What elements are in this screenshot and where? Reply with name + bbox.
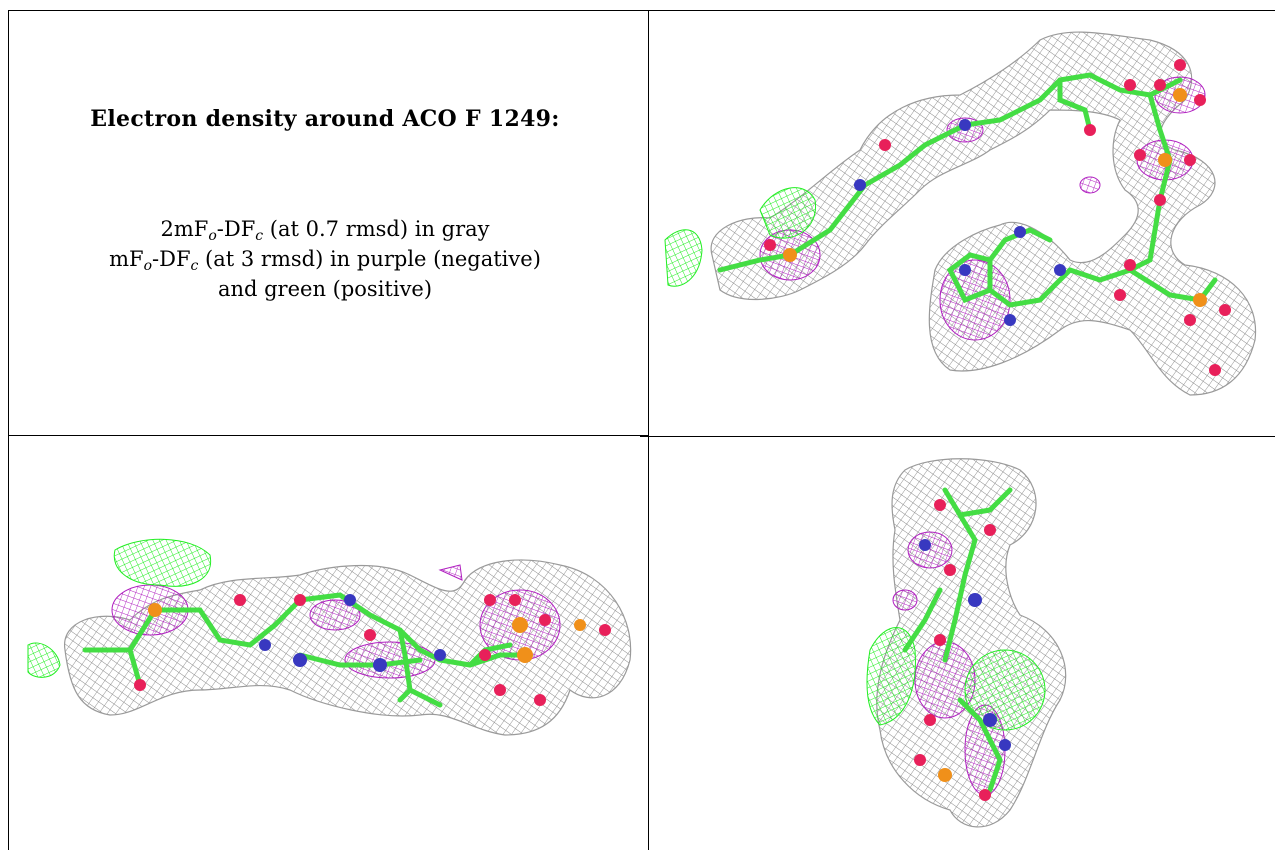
bottom-left-view <box>27 538 632 736</box>
molecule-bonds <box>902 487 1013 793</box>
table-divider-horizontal-left <box>8 435 648 436</box>
positive-density-mesh <box>866 627 1046 731</box>
legend-text: 2mFo-DFc (at 0.7 rmsd) in gray mFo-DFc (… <box>9 214 648 304</box>
molecule-atoms <box>914 499 1011 801</box>
positive-density-mesh <box>27 538 212 678</box>
bottom-right-view <box>866 458 1067 828</box>
table-border-left <box>8 10 9 850</box>
positive-density-mesh <box>664 187 816 287</box>
top-right-view <box>664 31 1257 396</box>
molecule-atoms <box>134 594 611 706</box>
table-divider-vertical <box>648 10 649 850</box>
legend-line-3: and green (positive) <box>217 277 433 301</box>
table-border-top <box>8 10 1275 11</box>
table-divider-horizontal-right <box>640 436 1275 437</box>
panel-title: Electron density around ACO F 1249: <box>90 106 560 132</box>
legend-cell: Electron density around ACO F 1249: 2mFo… <box>9 11 648 435</box>
gray-density-mesh <box>710 31 1257 396</box>
molecule-atoms <box>764 59 1231 376</box>
molecule-bonds <box>82 592 523 708</box>
negative-density-mesh <box>111 564 561 679</box>
legend-line-1: 2mFo-DFc (at 0.7 rmsd) in gray <box>160 217 490 244</box>
legend-line-2: mFo-DFc (at 3 rmsd) in purple (negative) <box>109 247 541 274</box>
